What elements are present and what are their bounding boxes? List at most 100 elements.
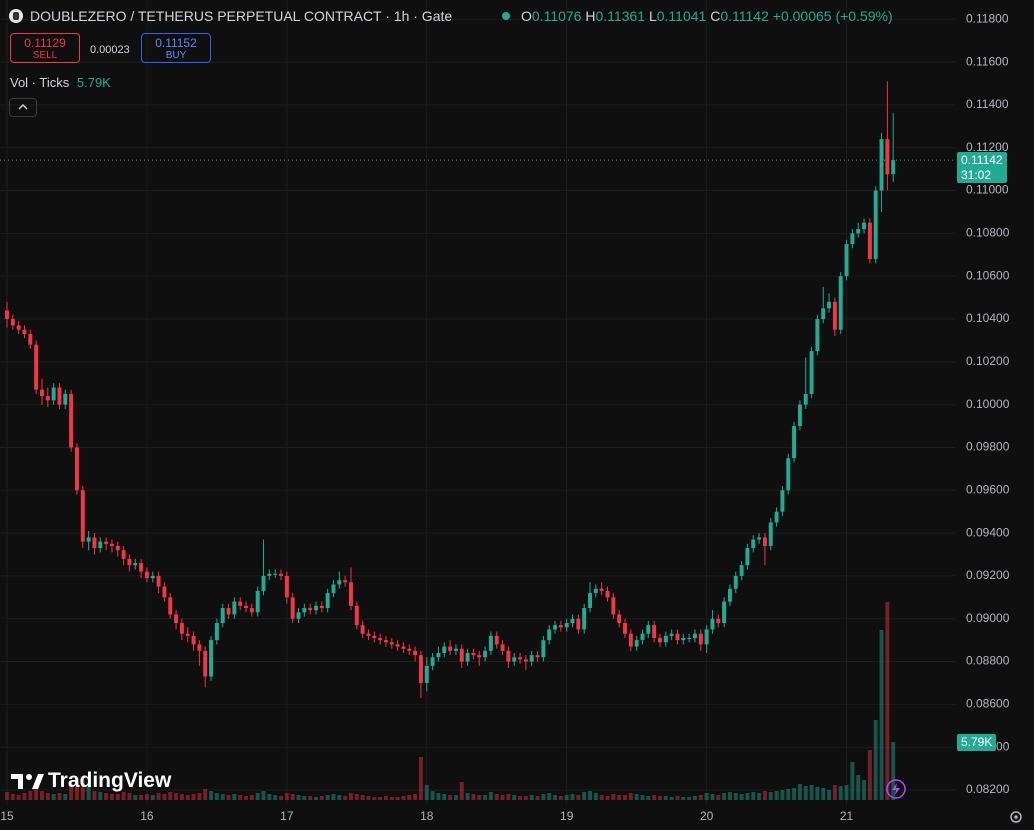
volume-bar	[483, 795, 488, 800]
candle-body	[815, 319, 820, 352]
candle-body	[314, 605, 318, 611]
candle-body	[179, 623, 184, 634]
volume-bar	[319, 796, 324, 800]
volume-bar	[284, 793, 289, 800]
volume-bar	[314, 797, 318, 800]
volume-bar	[780, 790, 785, 800]
candle-body	[757, 537, 762, 540]
candle-body	[529, 655, 534, 662]
buy-button[interactable]: 0.11152 BUY	[141, 33, 211, 63]
volume-bar	[757, 793, 762, 800]
volume-bar	[133, 795, 138, 800]
indicator-legend[interactable]: Vol · Ticks 5.79K	[10, 75, 111, 90]
candle-body	[22, 329, 27, 334]
x-tick-label: 21	[840, 809, 854, 823]
y-tick-label: 0.11000	[966, 183, 1009, 197]
candle-body	[10, 319, 15, 326]
candle-body	[792, 426, 797, 459]
candle-body	[401, 646, 406, 649]
sell-button[interactable]: 0.11129 SELL	[10, 33, 80, 63]
buy-label: BUY	[165, 50, 187, 61]
candle-body	[751, 539, 756, 549]
volume-bar	[716, 795, 721, 800]
candle-body	[710, 618, 715, 630]
volume-bar	[203, 789, 208, 800]
candle-body	[663, 635, 668, 643]
volume-bar	[827, 790, 832, 800]
volume-bar	[22, 793, 27, 800]
collapse-button[interactable]	[9, 98, 37, 117]
candle-body	[98, 541, 103, 549]
candle-body	[133, 563, 138, 566]
candle-body	[623, 623, 627, 634]
last-price-tag: 0.11142 31:02	[957, 152, 1007, 183]
candle-body	[483, 650, 488, 658]
volume-bar	[529, 795, 534, 800]
volume-bar	[109, 794, 114, 800]
y-tick-label: 0.08600	[966, 697, 1010, 711]
candle-body	[209, 640, 214, 677]
ohlc-label: L	[648, 8, 657, 24]
candle-body	[640, 633, 645, 641]
candle-body	[809, 351, 814, 394]
candle-body	[465, 652, 470, 662]
volume-bar	[279, 796, 284, 800]
candle-body	[325, 593, 330, 609]
candle-body	[658, 638, 662, 643]
volume-bar	[547, 793, 552, 800]
volume-bar	[290, 794, 295, 800]
volume-bar	[383, 796, 388, 800]
settings-icon[interactable]	[1008, 809, 1024, 825]
volume-bar	[162, 794, 167, 800]
candle-body	[191, 635, 196, 645]
volume-bar	[220, 794, 225, 800]
candle-body	[28, 333, 33, 345]
volume-bar	[518, 796, 523, 800]
candle-body	[5, 310, 9, 320]
candle-body	[582, 608, 587, 630]
open-value: 0.11076	[531, 8, 582, 24]
candle-body	[63, 393, 68, 405]
y-tick-label: 0.11200	[966, 140, 1009, 154]
candle-body	[727, 588, 732, 602]
candle-body	[413, 650, 418, 656]
tradingview-logo-text: TradingView	[48, 769, 172, 792]
candle-body	[471, 652, 476, 656]
volume-bar	[343, 796, 348, 800]
candle-body	[360, 625, 365, 634]
candle-body	[407, 648, 412, 651]
volume-bar	[477, 795, 482, 800]
candle-body	[203, 650, 208, 677]
volume-bar	[273, 795, 278, 800]
candle-body	[448, 646, 453, 651]
candle-body	[372, 635, 377, 639]
candle-body	[821, 308, 826, 320]
volume-bar	[255, 793, 260, 800]
y-tick-label: 0.10400	[966, 311, 1010, 325]
volume-bar	[745, 793, 750, 800]
volume-bar	[815, 787, 820, 800]
y-tick-label: 0.10600	[966, 268, 1010, 282]
volume-bar	[28, 791, 33, 800]
candle-body	[564, 623, 569, 628]
candle-body	[279, 573, 284, 576]
volume-bar	[792, 788, 797, 800]
candle-body	[745, 548, 750, 566]
volume-bar	[646, 796, 651, 800]
lightning-icon[interactable]	[885, 778, 907, 800]
ohlc-label: C	[710, 8, 721, 24]
high-value: 0.11361	[595, 8, 646, 24]
y-tick-label: 0.10800	[966, 226, 1010, 240]
volume-tag: 5.79K	[957, 734, 997, 751]
candle-body	[669, 633, 674, 636]
volume-bar	[465, 793, 470, 800]
candle-body	[331, 584, 336, 594]
volume-bar	[63, 794, 68, 800]
symbol-title[interactable]: DOUBLEZERO / TETHERUS PERPETUAL CONTRACT…	[30, 8, 453, 24]
volume-bar	[727, 792, 732, 800]
candle-body	[832, 301, 837, 330]
volume-bar	[582, 792, 587, 800]
candle-body	[168, 597, 173, 615]
candle-body	[500, 644, 505, 651]
